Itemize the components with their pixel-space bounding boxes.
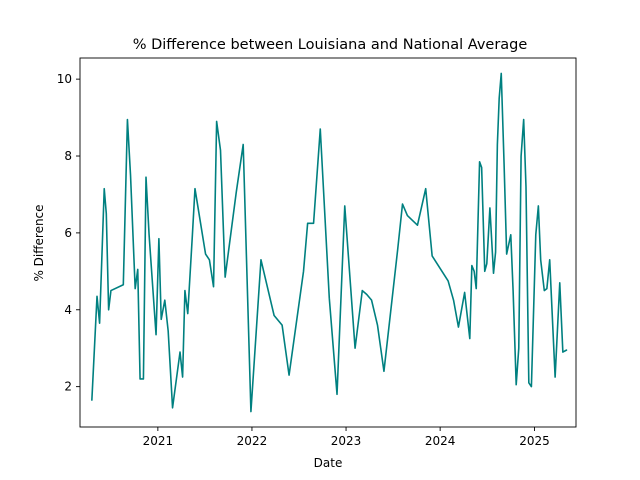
- plot-area: 2021 2022 2023 2024 2025 2 4 6 8 10: [57, 57, 577, 448]
- x-axis-label: Date: [314, 456, 343, 470]
- axes-frame: [79, 57, 577, 428]
- x-tick-label: 2025: [519, 434, 550, 448]
- chart-title: % Difference between Louisiana and Natio…: [133, 37, 528, 53]
- y-tick-label: 2: [64, 380, 72, 394]
- y-tick-label: 10: [57, 72, 72, 86]
- series-line-1: [91, 72, 568, 413]
- x-tick-label: 2022: [237, 434, 268, 448]
- y-axis-label: % Difference: [32, 204, 46, 281]
- x-tick-label: 2024: [425, 434, 456, 448]
- y-tick-label: 6: [64, 226, 72, 240]
- y-tick-label: 8: [64, 149, 72, 163]
- x-tick-label: 2023: [331, 434, 362, 448]
- y-tick-label: 4: [64, 303, 72, 317]
- x-tick-label: 2021: [143, 434, 174, 448]
